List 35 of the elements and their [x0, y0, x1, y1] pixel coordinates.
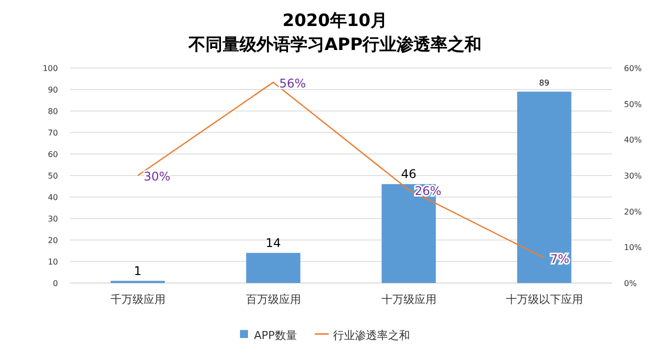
y2-tick-label: 10%	[624, 243, 642, 252]
chart-subtitle: 不同量级外语学习APP行业渗透率之和	[187, 35, 482, 55]
x-tick-label: 十万级应用	[381, 293, 436, 306]
data-label: 14	[266, 236, 281, 250]
y-tick-label: 50	[48, 172, 58, 180]
y2-tick-label: 40%	[624, 136, 642, 145]
y2-tick-label: 60%	[624, 64, 642, 73]
legend-label: 行业渗透率之和	[332, 329, 410, 342]
y-tick-label: 100	[42, 64, 58, 73]
y-tick-label: 40	[48, 193, 58, 202]
y-tick-label: 60	[48, 150, 58, 159]
y-tick-label: 30	[48, 214, 58, 224]
x-tick-label: 十万级以下应用	[506, 293, 583, 306]
y-tick-label: 20	[48, 236, 58, 245]
chart-title: 2020年10月	[282, 11, 388, 31]
y-tick-label: 10	[48, 258, 58, 266]
y2-tick-label: 20%	[624, 207, 642, 216]
data-label: 1	[134, 264, 142, 278]
legend-label: APP数量	[254, 329, 297, 342]
bar	[517, 92, 572, 283]
y-tick-label: 70	[48, 128, 58, 138]
y2-tick-label: 0%	[624, 279, 638, 288]
data-label: 7%	[550, 252, 570, 266]
data-label: 56%	[279, 76, 306, 90]
x-tick-label: 千万级应用	[110, 293, 166, 306]
data-label: 46	[401, 167, 416, 182]
y-tick-label: 90	[48, 86, 58, 94]
bar	[246, 252, 300, 283]
y2-tick-label: 50%	[624, 100, 642, 109]
data-label: 30%	[144, 170, 170, 184]
y-tick-label: 80	[48, 107, 58, 116]
y2-tick-label: 30%	[624, 172, 642, 180]
x-tick-label: 百万级应用	[246, 293, 301, 306]
y-tick-label: 0	[52, 279, 58, 288]
data-label: 89	[539, 78, 550, 88]
